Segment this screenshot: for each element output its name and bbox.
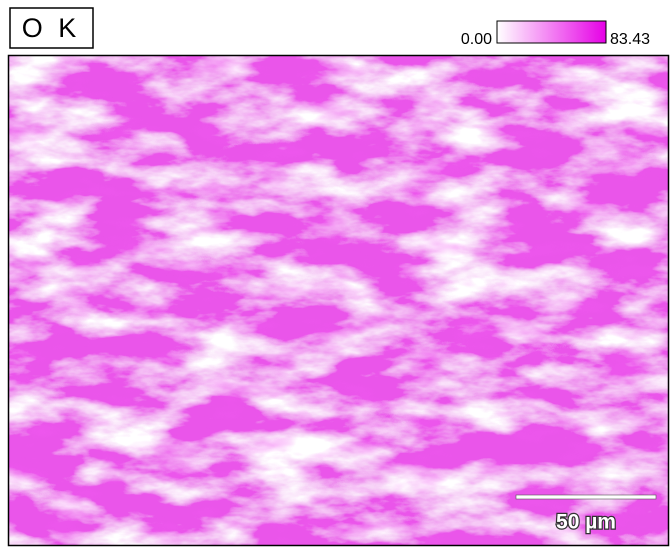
element-label: O K	[22, 13, 81, 43]
colorbar	[497, 21, 606, 43]
scale-bar	[516, 495, 656, 499]
colorbar-min-label: 0.00	[461, 31, 492, 48]
colorbar-max-label: 83.43	[610, 31, 650, 48]
scale-bar-label: 50 µm	[556, 511, 616, 534]
element-map-view: O K 0.00 83.43 50 µm	[0, 0, 671, 547]
map-image	[9, 56, 668, 545]
